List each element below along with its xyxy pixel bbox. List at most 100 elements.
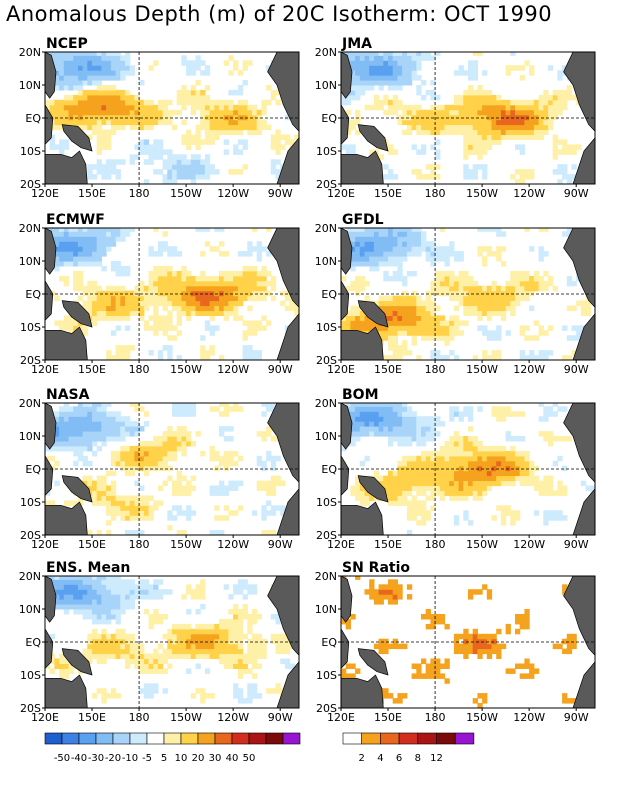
panel-title: NCEP	[46, 36, 88, 52]
y-tick-label: 20N	[315, 570, 337, 583]
y-tick-label: 20N	[315, 397, 337, 410]
colorbar-label: 4	[377, 753, 383, 764]
colorbar-label: -50	[54, 753, 70, 764]
x-tick-label: 120W	[513, 711, 545, 724]
x-tick-label: 150W	[170, 538, 202, 551]
y-tick-label: 10N	[315, 79, 337, 92]
x-tick-label: 180	[129, 538, 150, 551]
colorbar-swatch	[282, 732, 301, 745]
colorbar-swatch	[265, 732, 284, 745]
heatmap-cells	[341, 576, 595, 708]
x-tick-label: 120E	[31, 538, 59, 551]
x-tick-label: 180	[425, 363, 446, 376]
x-tick-label: 150E	[374, 363, 402, 376]
x-tick-label: 120E	[327, 538, 355, 551]
panel-ncep: NCEP 120E 150E 180 150W 120W 90W 20N 10N EQ 10S 20S	[19, 36, 300, 200]
heatmap-cells	[45, 228, 299, 360]
x-tick-label: 120W	[217, 363, 249, 376]
colorbar-label: -10	[122, 753, 138, 764]
y-tick-label: 20S	[316, 529, 337, 542]
heatmap-cells	[45, 576, 299, 708]
x-tick-label: 150E	[78, 711, 106, 724]
landmass	[341, 501, 384, 535]
colorbar-swatch	[398, 732, 419, 745]
x-tick-label: 180	[425, 538, 446, 551]
landmass	[357, 475, 389, 503]
y-tick-label: 10N	[19, 255, 41, 268]
landmass	[341, 576, 353, 623]
x-tick-label: 120E	[327, 187, 355, 200]
landmass	[341, 455, 350, 496]
x-tick-label: 90W	[564, 711, 589, 724]
landmass	[341, 52, 353, 99]
panel-sn-ratio: SN Ratio 120E 150E 180 150W 120W 90W 20N 10N EQ 10…	[315, 560, 596, 724]
y-tick-label: 20N	[19, 570, 41, 583]
colorbar-swatch	[78, 732, 97, 745]
colorbar-label: 50	[243, 753, 256, 764]
y-tick-label: EQ	[25, 636, 41, 649]
x-tick-label: 120W	[217, 538, 249, 551]
colorbar-swatch	[454, 732, 475, 745]
x-tick-label: 150W	[466, 538, 498, 551]
x-tick-label: 120E	[327, 711, 355, 724]
landmass	[276, 488, 299, 535]
y-tick-label: 20N	[19, 222, 41, 235]
colorbar-swatch	[231, 732, 250, 745]
panel-bom: BOM 120E 150E 180 150W 120W 90W 20N 10N EQ 10S 20S	[315, 387, 596, 551]
x-tick-label: 150E	[78, 187, 106, 200]
y-tick-label: EQ	[321, 288, 337, 301]
y-tick-label: EQ	[321, 463, 337, 476]
colorbar-swatch	[180, 732, 199, 745]
panel-title: NASA	[46, 387, 90, 403]
x-tick-label: 150W	[466, 187, 498, 200]
colorbar-label: 20	[192, 753, 205, 764]
landmass	[45, 104, 54, 145]
y-tick-label: 20S	[316, 702, 337, 715]
y-tick-label: 10S	[316, 496, 337, 509]
x-tick-label: 180	[129, 187, 150, 200]
colorbar-label: -20	[105, 753, 121, 764]
page-title: Anomalous Depth (m) of 20C Isotherm: OCT…	[6, 2, 553, 26]
y-tick-label: 10N	[19, 79, 41, 92]
landmass	[267, 228, 299, 308]
landmass	[45, 52, 57, 99]
landmass	[45, 403, 57, 450]
x-tick-label: 120W	[217, 187, 249, 200]
x-tick-label: 180	[129, 363, 150, 376]
y-tick-label: 20N	[315, 222, 337, 235]
colorbar-anomaly: -50 -40 -30 -20 -10 -5 5 10 20 30 40 50	[44, 732, 301, 764]
x-tick-label: 180	[425, 187, 446, 200]
colorbar-label: 5	[161, 753, 167, 764]
landmass	[45, 326, 88, 360]
landmass	[45, 628, 54, 669]
landmass	[45, 455, 54, 496]
landmass	[341, 228, 353, 275]
heatmap-cells	[341, 52, 595, 184]
landmass	[341, 104, 350, 145]
landmass	[572, 488, 595, 535]
y-tick-label: 20S	[316, 354, 337, 367]
colorbar-swatch	[436, 732, 456, 745]
panel-title: BOM	[342, 387, 379, 403]
landmass	[572, 313, 595, 360]
colorbar-label: 6	[396, 753, 402, 764]
colorbar-swatch	[214, 732, 233, 745]
x-tick-label: 90W	[268, 538, 293, 551]
y-tick-label: EQ	[321, 112, 337, 125]
y-tick-label: EQ	[25, 463, 41, 476]
x-tick-label: 150W	[466, 711, 498, 724]
y-tick-label: EQ	[25, 112, 41, 125]
x-tick-label: 120E	[31, 187, 59, 200]
y-tick-label: 10N	[315, 603, 337, 616]
panel-title: SN Ratio	[342, 560, 410, 576]
x-tick-label: 120W	[513, 363, 545, 376]
x-tick-label: 150E	[374, 187, 402, 200]
x-tick-label: 120E	[327, 363, 355, 376]
panel-title: ECMWF	[46, 212, 105, 228]
landmass	[267, 576, 299, 656]
y-tick-label: 10S	[316, 669, 337, 682]
x-tick-label: 150E	[374, 538, 402, 551]
heatmap-cells	[341, 403, 595, 535]
panel-nasa: NASA 120E 150E 180 150W 120W 90W 20N 10N EQ 10S 20S	[19, 387, 300, 551]
